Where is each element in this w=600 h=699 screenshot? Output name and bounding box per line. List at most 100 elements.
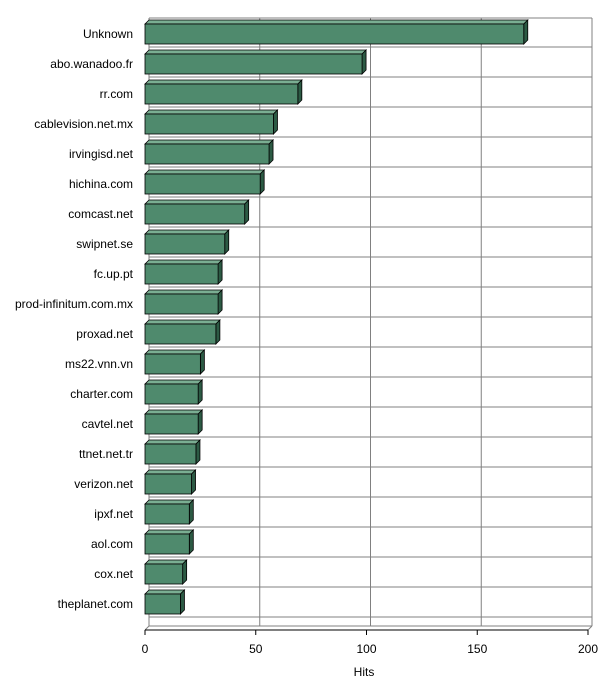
bar-top-face (144, 49, 368, 55)
bar-side-face (188, 499, 194, 525)
category-label: Unknown (83, 27, 133, 41)
bar-side-face (188, 529, 194, 555)
category-label: theplanet.com (58, 597, 133, 611)
bar-front-face (144, 203, 246, 225)
category-label: ipxf.net (94, 507, 133, 521)
bar-front-face (144, 503, 190, 525)
bar-front-face (144, 173, 261, 195)
bar-front-face (144, 593, 181, 615)
bar-front-face (144, 113, 274, 135)
bar (144, 139, 275, 165)
category-label: hichina.com (69, 177, 133, 191)
bar-side-face (182, 559, 188, 585)
floor-left-edge (144, 625, 150, 631)
category-label: ttnet.net.tr (79, 447, 133, 461)
bar-side-face (191, 469, 196, 495)
category-label: swipnet.se (76, 237, 133, 251)
bar-top-face (144, 139, 275, 145)
bar-front-face (144, 143, 270, 165)
bar-top-face (144, 559, 188, 565)
bar-top-face (144, 289, 224, 295)
bar-front-face (144, 413, 199, 435)
bar (144, 349, 206, 375)
bar (144, 319, 221, 345)
bar-side-face (215, 319, 221, 345)
bar (144, 199, 250, 225)
bar-side-face (523, 19, 529, 45)
bar-top-face (144, 349, 206, 355)
bar (144, 49, 368, 75)
bar (144, 289, 224, 315)
bar-front-face (144, 263, 219, 285)
bar-front-face (144, 323, 217, 345)
floor-right-edge (587, 625, 593, 631)
bar-side-face (195, 439, 201, 465)
bar-front-face (144, 383, 199, 405)
bar-side-face (199, 349, 205, 375)
category-label: prod-infinitum.com.mx (15, 297, 133, 311)
bar-side-face (180, 589, 185, 615)
x-tick-label: 150 (467, 642, 487, 656)
x-tick-label: 0 (142, 642, 149, 656)
bar-top-face (144, 499, 195, 505)
bar-top-face (144, 19, 529, 25)
bar (144, 169, 266, 195)
bar (144, 499, 195, 525)
bar-top-face (144, 469, 197, 475)
bar-front-face (144, 353, 201, 375)
bar-top-face (144, 109, 279, 115)
bar-top-face (144, 229, 230, 235)
category-label: abo.wanadoo.fr (50, 57, 133, 71)
x-axis-title: Hits (354, 665, 375, 679)
x-tick-label: 200 (578, 642, 598, 656)
category-label: cox.net (94, 567, 133, 581)
category-labels: Unknown abo.wanadoo.fr rr.com cablevision.n… (15, 27, 134, 611)
category-label: proxad.net (76, 327, 133, 341)
bar-top-face (144, 589, 186, 595)
bar-front-face (144, 233, 226, 255)
bars (144, 19, 529, 615)
bar-top-face (144, 409, 204, 415)
bar (144, 19, 529, 45)
bar-front-face (144, 293, 219, 315)
bar-side-face (244, 199, 250, 225)
bar-top-face (144, 169, 266, 175)
bar-side-face (217, 259, 223, 285)
bar-top-face (144, 379, 204, 385)
bar (144, 529, 195, 555)
bar-front-face (144, 473, 192, 495)
category-label: irvingisd.net (69, 147, 134, 161)
x-tick-label: 50 (249, 642, 263, 656)
category-label: charter.com (70, 387, 133, 401)
category-label: ms22.vnn.vn (65, 357, 133, 371)
bar-side-face (224, 229, 230, 255)
bar-side-face (268, 139, 274, 165)
x-tick-label: 100 (356, 642, 376, 656)
bar (144, 439, 201, 465)
category-label: fc.up.pt (94, 267, 134, 281)
bar (144, 229, 230, 255)
bar (144, 109, 279, 135)
bar-side-face (197, 409, 203, 435)
bar (144, 589, 186, 615)
category-label: comcast.net (68, 207, 133, 221)
bar-side-face (361, 49, 367, 75)
bar-top-face (144, 319, 221, 325)
grid-lines (144, 17, 593, 631)
bar-front-face (144, 533, 190, 555)
bar (144, 559, 188, 585)
bar-side-face (217, 289, 223, 315)
category-label: cablevision.net.mx (34, 117, 133, 131)
bar-side-face (197, 379, 203, 405)
bar-front-face (144, 563, 184, 585)
bar-top-face (144, 259, 224, 265)
bar-top-face (144, 529, 195, 535)
category-label: aol.com (91, 537, 133, 551)
bar-front-face (144, 23, 525, 45)
bar-side-face (259, 169, 265, 195)
bar-front-face (144, 443, 197, 465)
category-label: verizon.net (74, 477, 133, 491)
bar (144, 79, 303, 105)
